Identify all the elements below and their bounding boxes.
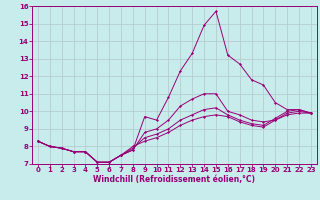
X-axis label: Windchill (Refroidissement éolien,°C): Windchill (Refroidissement éolien,°C)	[93, 175, 255, 184]
